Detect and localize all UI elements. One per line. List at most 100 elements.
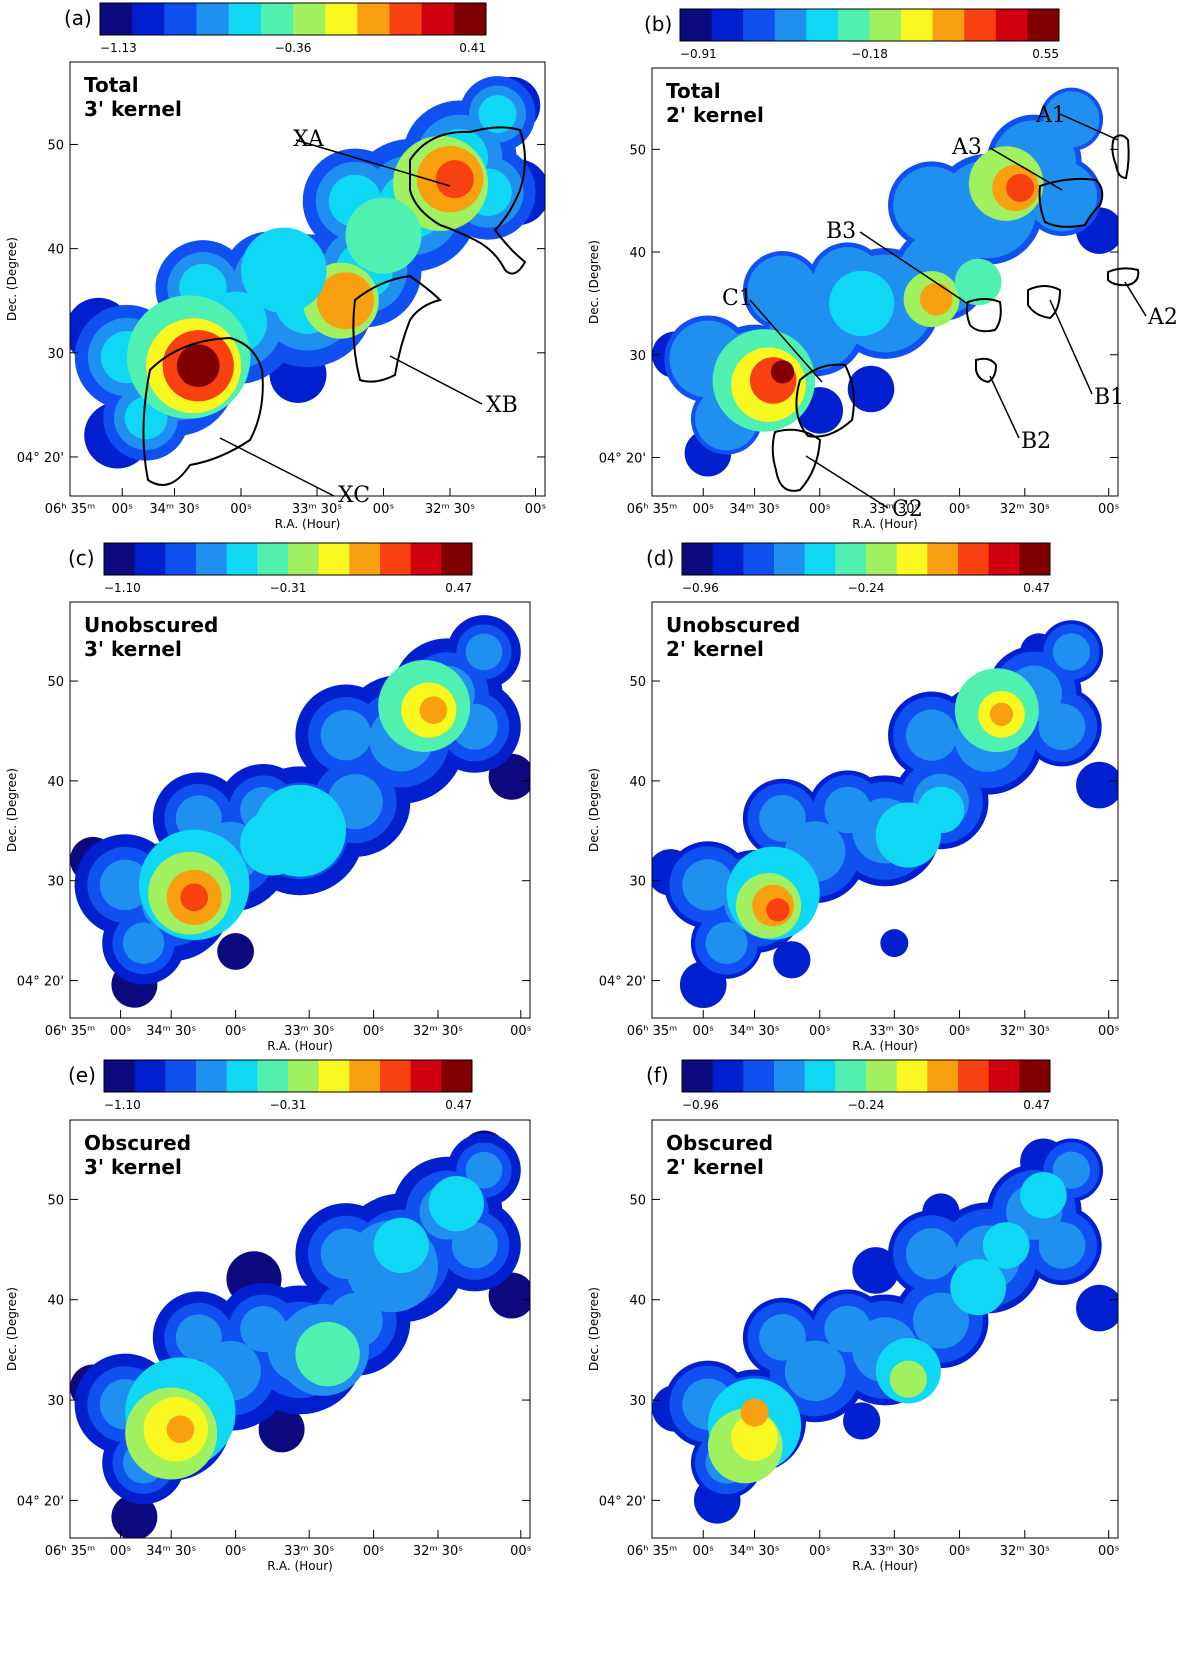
density-blob [905,1228,958,1280]
colorbar-swatch [1019,1060,1051,1092]
colorbar-swatch [988,1060,1020,1092]
density-blob [852,1247,899,1294]
density-blob [111,1494,158,1538]
x-tick-label: 00ˢ [225,1544,247,1559]
y-tick-label: 30 [47,347,64,362]
density-blob [451,1222,498,1269]
panel-title: Total [84,73,139,97]
density-map [652,620,1118,1009]
colorbar-swatch [1019,543,1051,575]
density-blob [824,786,872,834]
region-contour [795,363,855,438]
colorbar-tick-label: 0.47 [445,1098,472,1112]
x-tick-label: 00ˢ [1098,1024,1120,1039]
colorbar-swatch [901,9,934,41]
density-blob [320,709,372,761]
colorbar-tick-label: −0.31 [270,1098,307,1112]
y-tick-label: 40 [47,775,64,790]
density-blob [122,922,165,964]
colorbar-swatch [164,3,197,35]
colorbar-tick-label: −0.96 [682,581,719,595]
y-axis-label: Dec. (Degree) [587,768,601,852]
colorbar-swatch [964,9,997,41]
leader-line [989,147,1063,191]
colorbar-swatch [380,1060,412,1092]
region-label: A3 [951,135,982,160]
y-tick-label: 50 [47,1193,64,1208]
panel-title: Total [666,79,721,103]
density-blob [770,360,795,384]
density-blob [166,1415,195,1444]
density-blob [1020,1171,1067,1219]
colorbar-tick-label: −0.31 [270,581,307,595]
y-tick-label: 40 [629,246,646,261]
y-tick-label: 30 [629,349,646,364]
density-blob [982,1222,1030,1269]
colorbar-swatch [806,9,839,41]
colorbar-swatch [743,9,776,41]
leader-line [389,355,483,405]
panel-label: (a) [64,6,92,30]
colorbar-swatch [196,3,230,35]
density-blob [180,883,208,912]
density-blob [1052,1151,1091,1189]
colorbar: −0.91 −0.18 0.55 [679,8,1060,61]
colorbar-frame [681,1059,1051,1093]
x-tick-label: 34ᵐ 30ˢ [729,1544,779,1559]
colorbar-tick-label: −1.13 [100,41,137,55]
colorbar-swatch [441,1060,473,1092]
colorbar-swatch [774,9,807,41]
colorbar-swatch [134,543,166,575]
x-tick-label: 00ˢ [110,1544,132,1559]
colorbar-tick-label: 0.55 [1032,47,1059,61]
leader-line [1059,113,1119,141]
colorbar-swatch [927,1060,959,1092]
x-tick-label: 06ʰ 35ᵐ [627,1544,678,1559]
y-tick-label: 50 [629,675,646,690]
colorbar: −1.10 −0.31 0.47 [103,1059,473,1112]
y-axis-label: Dec. (Degree) [5,237,19,321]
x-axis-label: R.A. (Hour) [267,1559,333,1573]
panel-c: −1.10 −0.31 0.47 (c) 04° 20' 30 40 50 06ʰ 35ᵐ 00ˢ… [5,542,532,1053]
y-axis-label: Dec. (Degree) [5,768,19,852]
region-contour [1111,134,1130,180]
region-contour [771,428,822,492]
colorbar-tick-label: −0.91 [680,47,717,61]
density-blob [419,696,448,724]
plot-frame [651,1119,1119,1539]
density-blob [373,1217,429,1273]
colorbar-swatch [774,1060,806,1092]
y-tick-label: 04° 20' [599,451,646,466]
leader-line [805,455,889,509]
density-blob [317,272,374,330]
colorbar-swatch [260,3,294,35]
colorbar-frame [99,2,487,36]
y-tick-label: 40 [629,1294,646,1309]
density-blob [1038,1222,1086,1269]
colorbar-tick-label: −0.36 [275,41,312,55]
y-tick-label: 30 [47,1394,64,1409]
panel-label: (f) [646,1063,669,1087]
density-blob [905,179,958,231]
panel-f: −0.96 −0.24 0.47 (f) 04° 20' 30 40 50 06ʰ 35ᵐ 00ˢ… [587,1059,1120,1573]
colorbar-swatch [927,543,959,575]
region-label: B3 [826,219,856,244]
colorbar-swatch [743,543,775,575]
colorbar-swatch [226,543,258,575]
panel-a: −1.13 −0.36 0.41 (a) 04° 20' 30 40 50 06ʰ 35ᵐ 00ˢ… [5,2,546,531]
x-tick-label: 06ʰ 35ᵐ [45,502,96,517]
colorbar-swatch [104,543,136,575]
colorbar: −0.96 −0.24 0.47 [681,542,1051,595]
panel-title: Obscured [666,1131,773,1155]
x-tick-label: 00ˢ [230,502,252,517]
density-blob [759,1314,806,1361]
density-blob [731,1414,778,1461]
region-label: A1 [1035,103,1066,128]
colorbar-swatch [835,543,867,575]
colorbar-swatch [441,543,473,575]
density-map [652,1138,1118,1524]
colorbar-swatch [380,543,412,575]
leader-line [859,231,969,305]
x-tick-label: 00ˢ [1098,1544,1120,1559]
y-tick-label: 04° 20' [599,975,646,990]
